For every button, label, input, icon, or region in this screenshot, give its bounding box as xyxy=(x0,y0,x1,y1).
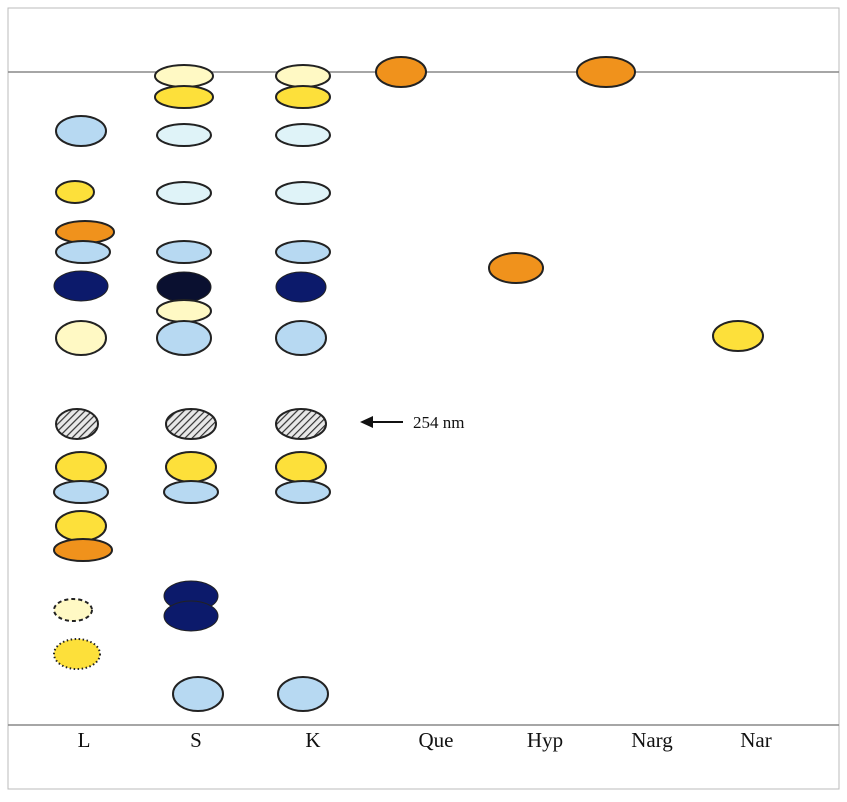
spot-l-orange xyxy=(55,220,115,244)
spot-l-navy xyxy=(53,270,109,302)
spot-l-yellow xyxy=(55,451,107,483)
spot-k-light-blue xyxy=(275,320,327,356)
spot-k-light-blue xyxy=(275,480,331,504)
spot-k-pale-cyan xyxy=(275,123,331,147)
spot-l-orange xyxy=(53,538,113,562)
lane-label-que: Que xyxy=(418,728,454,752)
spot-s-pale-cyan xyxy=(156,181,212,205)
spots-group xyxy=(53,56,764,712)
lane-label-k: K xyxy=(305,728,321,752)
spot-s-pale-cyan xyxy=(156,123,212,147)
lane-label-narg: Narg xyxy=(631,728,673,752)
spot-l-pale-yellow xyxy=(55,320,107,356)
spot-s-yellow xyxy=(165,451,217,483)
arrow-icon xyxy=(360,416,403,428)
plate-border xyxy=(7,7,840,790)
lane-label-l: L xyxy=(77,728,91,752)
spot-l-yellow xyxy=(53,638,101,670)
spot-s-navy xyxy=(163,600,219,632)
spot-k-hatch xyxy=(275,408,327,440)
spot-k-yellow xyxy=(275,451,327,483)
spot-narg-orange xyxy=(576,56,636,88)
spot-l-pale-yellow xyxy=(53,598,93,622)
spot-nar-yellow xyxy=(712,320,764,352)
spot-k-light-blue xyxy=(275,240,331,264)
spot-hyp-orange xyxy=(488,252,544,284)
spot-s-pale-yellow xyxy=(154,64,214,88)
spot-l-light-blue xyxy=(55,115,107,147)
spot-l-yellow xyxy=(55,510,107,542)
wavelength-annotation: 254 nm xyxy=(413,413,465,432)
spot-l-light-blue xyxy=(53,480,109,504)
spot-que-orange xyxy=(375,56,427,88)
spot-s-light-blue xyxy=(156,320,212,356)
spot-s-light-blue xyxy=(172,676,224,712)
spot-l-light-blue xyxy=(55,240,111,264)
spot-k-navy xyxy=(275,271,327,303)
spot-l-yellow xyxy=(55,180,95,204)
spot-k-yellow xyxy=(275,85,331,109)
spot-s-light-blue xyxy=(163,480,219,504)
spot-s-yellow xyxy=(154,85,214,109)
spot-k-light-blue xyxy=(277,676,329,712)
lane-label-hyp: Hyp xyxy=(526,728,564,752)
spot-s-hatch xyxy=(165,408,217,440)
spot-k-pale-cyan xyxy=(275,181,331,205)
lane-label-nar: Nar xyxy=(740,728,772,752)
spot-s-black-navy xyxy=(156,271,212,303)
spot-k-pale-yellow xyxy=(275,64,331,88)
spot-s-pale-yellow xyxy=(156,299,212,323)
spot-s-light-blue xyxy=(156,240,212,264)
lane-label-s: S xyxy=(190,728,202,752)
spot-l-hatch xyxy=(55,408,99,440)
